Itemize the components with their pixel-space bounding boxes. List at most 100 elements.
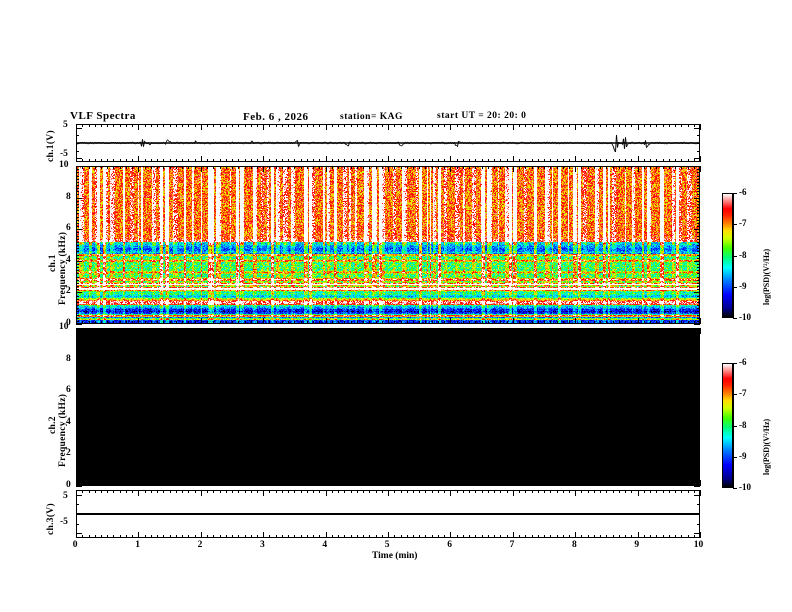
xtick-bottom-ch2-spec-52 bbox=[400, 482, 402, 486]
ytick-left-ch3-wave-3 bbox=[76, 504, 80, 506]
xtick-bottom-ch3-wave-73 bbox=[531, 534, 533, 538]
colorbar-1-label--6: -6 bbox=[739, 357, 747, 367]
xtick-bottom-ch3-wave-94 bbox=[662, 534, 664, 538]
xtick-top-ch1-wave-88 bbox=[625, 124, 627, 128]
xtick-bottom-ch3-wave-63 bbox=[469, 534, 471, 538]
ytick-right-ch1-spec-1 bbox=[696, 320, 700, 322]
xtick-top-ch3-wave-10 bbox=[138, 490, 140, 496]
xtick-top-ch2-spec-48 bbox=[375, 328, 377, 332]
xtick-bottom-ch3-wave-76 bbox=[550, 534, 552, 538]
xtick-bottom-ch1-wave-56 bbox=[425, 158, 427, 162]
xtick-bottom-ch1-spec-9 bbox=[132, 320, 134, 324]
ytick-left-ch2-spec-18 bbox=[76, 429, 80, 431]
xtick-bottom-ch3-wave-23 bbox=[219, 534, 221, 538]
xtick-bottom-ch3-wave-25 bbox=[232, 534, 233, 538]
xtick-bottom-ch1-spec-39 bbox=[319, 320, 321, 324]
xtick-top-ch1-spec-33 bbox=[281, 166, 283, 170]
xtick-bottom-ch1-spec-84 bbox=[600, 320, 602, 324]
ytick-left-ch1-spec-38 bbox=[76, 203, 80, 205]
xtick-top-ch1-spec-20 bbox=[200, 166, 202, 172]
xtick-bottom-ch2-spec-78 bbox=[562, 482, 564, 486]
xtick-top-ch2-spec-93 bbox=[656, 328, 658, 332]
x-axis-label: Time (min) bbox=[372, 551, 418, 561]
xtick-top-ch2-spec-25 bbox=[232, 328, 233, 332]
xtick-bottom-ch1-wave-41 bbox=[331, 158, 333, 162]
xtick-top-ch3-wave-88 bbox=[625, 490, 627, 494]
xtick-top-ch1-wave-98 bbox=[687, 124, 689, 128]
xtick-bottom-ch1-spec-49 bbox=[381, 320, 383, 324]
ytick-right-ch1-spec-36 bbox=[696, 210, 700, 212]
xtick-top-ch1-spec-82 bbox=[587, 166, 589, 170]
xtick-top-ch2-spec-11 bbox=[144, 328, 146, 332]
xtick-bottom-ch2-spec-7 bbox=[119, 482, 121, 486]
xtick-top-ch1-spec-17 bbox=[182, 166, 184, 170]
xtick-top-ch1-wave-25 bbox=[232, 124, 233, 128]
xtick-bottom-ch2-spec-12 bbox=[150, 482, 152, 486]
xtick-bottom-ch1-spec-7 bbox=[119, 320, 121, 324]
ytick-left-ch1-wave-4 bbox=[76, 127, 82, 129]
xtick-bottom-ch2-spec-67 bbox=[494, 482, 496, 486]
xtick-bottom-ch1-spec-55 bbox=[419, 320, 421, 324]
ytick-left-ch2-spec-34 bbox=[76, 378, 80, 380]
colorbar-ch2-title: log(PSD)(V²/Hz) bbox=[762, 418, 771, 475]
ytick-right-ch2-spec-30 bbox=[694, 391, 700, 393]
xtick-top-ch2-spec-59 bbox=[444, 328, 446, 332]
ytick-left-ch2-spec-4 bbox=[76, 473, 80, 475]
xtick-bottom-ch3-wave-51 bbox=[394, 534, 396, 538]
ytick-right-ch1-spec-26 bbox=[696, 241, 700, 243]
xtick-top-ch2-spec-24 bbox=[225, 328, 227, 332]
xtick-bottom-ch1-spec-5 bbox=[107, 320, 109, 324]
xtick-bottom-ch3-wave-3 bbox=[94, 534, 96, 538]
xtick-top-ch3-wave-95 bbox=[668, 490, 670, 494]
x-tick-label-9: 9 bbox=[634, 540, 640, 550]
xtick-top-ch3-wave-68 bbox=[500, 490, 502, 494]
xtick-top-ch1-wave-63 bbox=[469, 124, 471, 128]
xtick-bottom-ch2-spec-18 bbox=[188, 482, 190, 486]
xtick-bottom-ch2-spec-45 bbox=[356, 482, 358, 486]
xtick-bottom-ch3-wave-92 bbox=[650, 534, 652, 538]
xtick-bottom-ch1-spec-94 bbox=[662, 320, 664, 324]
xtick-bottom-ch2-spec-2 bbox=[88, 482, 90, 486]
xtick-top-ch1-spec-95 bbox=[668, 166, 670, 170]
xtick-top-ch1-wave-12 bbox=[150, 124, 152, 128]
x-tick-label-5: 5 bbox=[384, 540, 390, 550]
xtick-bottom-ch1-wave-74 bbox=[537, 158, 539, 162]
xtick-bottom-ch3-wave-65 bbox=[481, 534, 483, 538]
xtick-top-ch2-spec-76 bbox=[550, 328, 552, 332]
ytick-right-ch1-spec-15 bbox=[696, 276, 700, 278]
xtick-bottom-ch1-spec-35 bbox=[294, 320, 296, 324]
xtick-top-ch3-wave-52 bbox=[400, 490, 402, 494]
xtick-bottom-ch1-spec-34 bbox=[288, 320, 290, 324]
xtick-top-ch2-spec-79 bbox=[569, 328, 570, 332]
xtick-top-ch1-spec-100 bbox=[700, 166, 701, 172]
xtick-bottom-ch1-spec-74 bbox=[537, 320, 539, 324]
xtick-bottom-ch1-wave-25 bbox=[232, 158, 233, 162]
ytick-left-ch1-spec-2 bbox=[76, 317, 80, 319]
xtick-top-ch1-wave-4 bbox=[101, 124, 102, 128]
x-tick-label-0: 0 bbox=[72, 540, 78, 550]
xtick-top-ch3-wave-54 bbox=[413, 490, 414, 494]
xtick-top-ch3-wave-61 bbox=[456, 490, 458, 494]
xtick-top-ch2-spec-33 bbox=[281, 328, 283, 332]
xtick-bottom-ch3-wave-35 bbox=[294, 534, 296, 538]
xtick-bottom-ch2-spec-54 bbox=[413, 482, 414, 486]
xtick-top-ch2-spec-4 bbox=[101, 328, 102, 332]
xtick-top-ch3-wave-17 bbox=[182, 490, 184, 494]
xtick-top-ch3-wave-82 bbox=[587, 490, 589, 494]
xtick-bottom-ch2-spec-35 bbox=[294, 482, 296, 486]
xtick-bottom-ch2-spec-10 bbox=[138, 480, 140, 486]
xtick-top-ch2-spec-45 bbox=[356, 328, 358, 332]
xtick-bottom-ch1-spec-68 bbox=[500, 320, 502, 324]
xtick-bottom-ch1-spec-27 bbox=[244, 320, 246, 324]
xtick-bottom-ch1-spec-19 bbox=[194, 320, 196, 324]
xtick-top-ch1-wave-43 bbox=[344, 124, 346, 128]
ytick-right-ch1-spec-12 bbox=[696, 286, 700, 288]
xtick-bottom-ch3-wave-50 bbox=[388, 532, 389, 538]
xtick-bottom-ch2-spec-29 bbox=[257, 482, 258, 486]
ytick-left-ch1-spec-19 bbox=[76, 264, 80, 265]
xtick-bottom-ch3-wave-21 bbox=[207, 534, 208, 538]
xtick-bottom-ch1-wave-83 bbox=[593, 158, 595, 162]
xtick-top-ch1-spec-77 bbox=[556, 166, 558, 170]
xtick-top-ch3-wave-94 bbox=[662, 490, 664, 494]
xtick-bottom-ch1-wave-85 bbox=[606, 158, 608, 162]
